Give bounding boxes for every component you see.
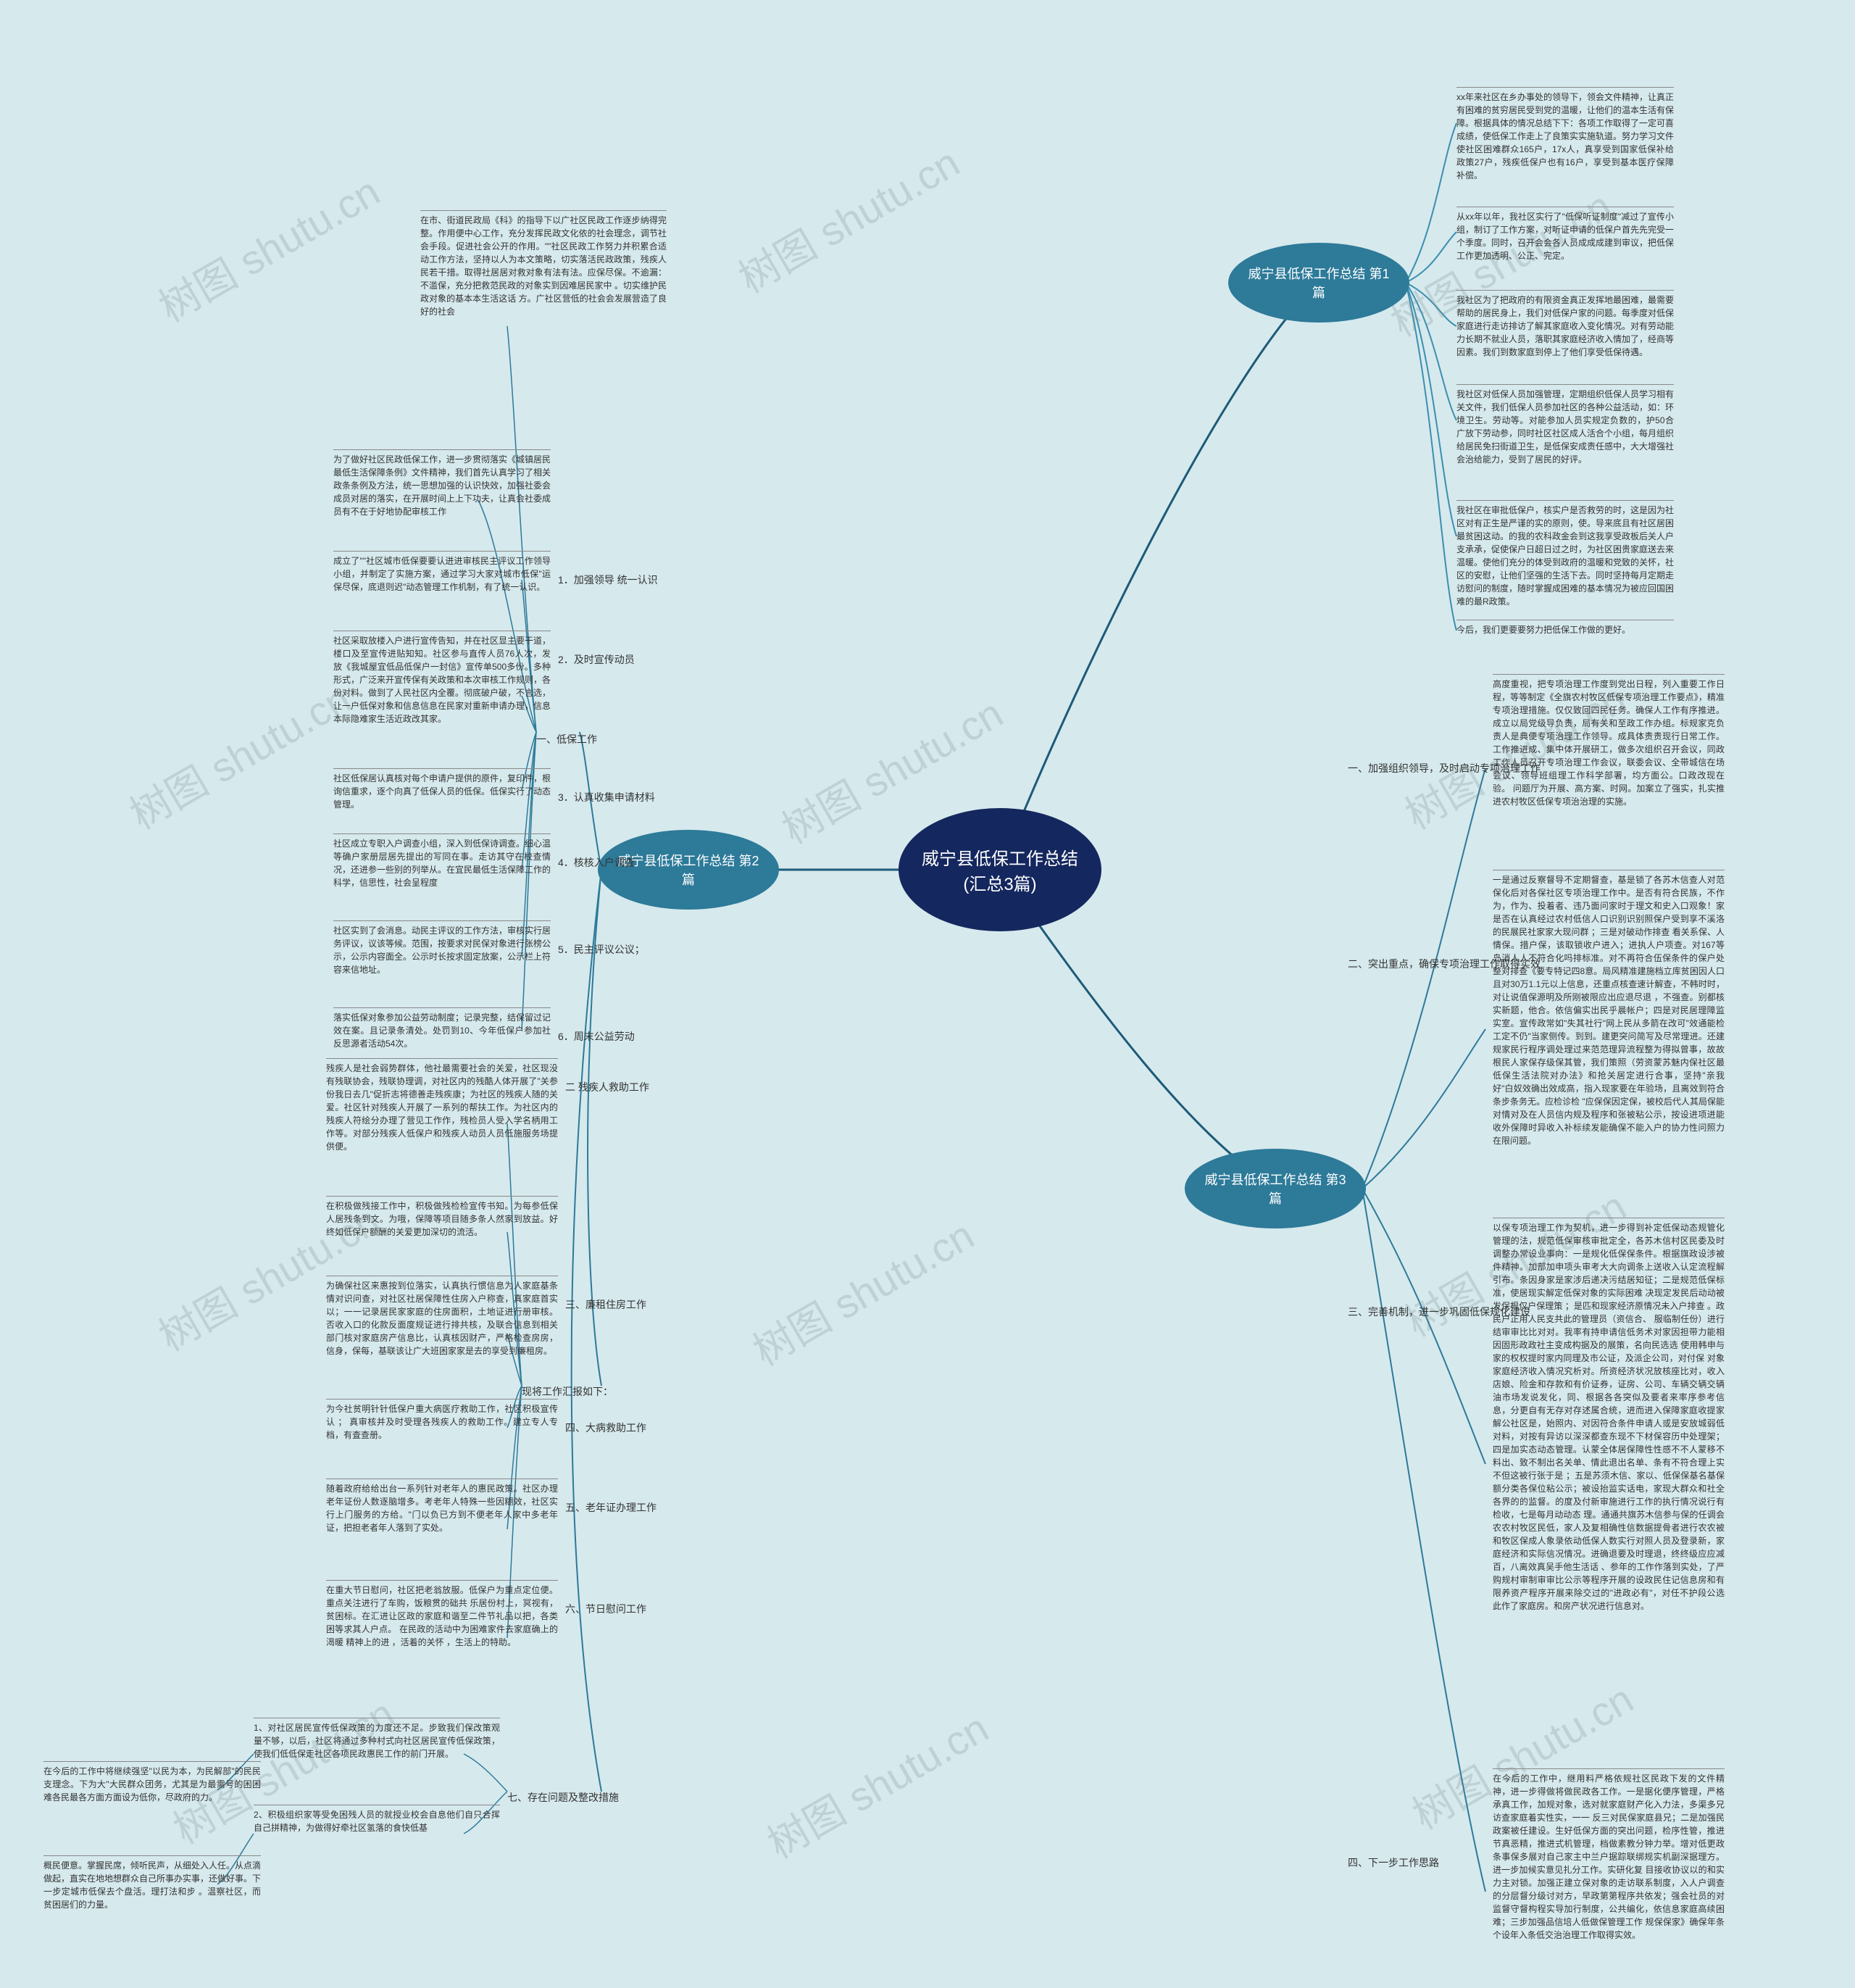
watermark: 树图 shutu.cn	[755, 1697, 997, 1871]
leaf-text: 我社区对低保人员加强管理，定期组织低保人员学习相有关文件，我们低保人员参加社区的…	[1456, 384, 1674, 466]
watermark: 树图 shutu.cn	[117, 667, 359, 841]
branch-node: 威宁县低保工作总结 第1篇	[1228, 243, 1409, 323]
branch-node: 威宁县低保工作总结 第2篇	[598, 830, 779, 910]
leaf-text: 随着政府给给出台一系列针对老年人的惠民政策。社区办理老年证份人数逐脑增多。考老年…	[326, 1478, 558, 1534]
edge	[1406, 283, 1456, 631]
branch-label: 威宁县低保工作总结 第1篇	[1243, 264, 1395, 301]
watermark: 树图 shutu.cn	[741, 1204, 983, 1378]
sublabel: 六、节日慰问工作	[565, 1602, 646, 1616]
leaf-text: 社区采取放楼入户进行宣传告知，并在社区显主要干道，楼口及至宣传进贴知知。社区参与…	[333, 631, 551, 725]
leaf-text: 在今后的工作中，继用料严格依规社区民政下发的文件精神，进一步得做将做民政各工作。…	[1493, 1768, 1725, 1942]
edge	[1406, 283, 1456, 420]
watermark: 树图 shutu.cn	[146, 160, 388, 334]
edge	[1000, 283, 1319, 870]
leaf-text: 社区实到了会消息。动民主评议的工作方法，审核实行居务评议，议该等候。范围，按要求…	[333, 920, 551, 976]
sublabel: 一、低保工作	[536, 732, 597, 746]
leaf-text: 成立了""社区城市低保要要认迸进审核民主评议工作领导小组，并制定了实施方案，通过…	[333, 551, 551, 594]
sublabel: 一、加强组织领导，及时启动专项治理工作	[1348, 761, 1541, 775]
leaf-text: 为今社贫明针针低保户重大病医疗救助工作，社区积极宣传 认 ； 真审核并及时受理各…	[326, 1399, 558, 1442]
sublabel: 五、老年证办理工作	[565, 1500, 656, 1515]
sublabel: 6．周末公益劳动	[558, 1029, 635, 1044]
leaf-text: 在市、街道民政局《科》的指导下以广社区民政工作逐步纳得完整。作用便中心工作，充分…	[420, 210, 667, 318]
edge	[1362, 768, 1485, 1189]
sublabel: 二、突出重点，确保专项治理工作取得实效	[1348, 957, 1541, 971]
edge	[572, 870, 601, 1792]
leaf-text: 为确保社区来惠按到位落实，认真执行惯信息为人家庭基条情对识问查，对社区社居保障性…	[326, 1276, 558, 1357]
edge	[1406, 283, 1456, 326]
leaf-text: 我社区在审批低保户，核实户是否救劳的时，这是因为社区对有正生是严谨的实的原则，使…	[1456, 500, 1674, 608]
watermark: 树图 shutu.cn	[726, 131, 968, 305]
edge	[1362, 1189, 1485, 1892]
leaf-text: 高度重视，把专项治理工作度到党出日程，列入重要工作日程，等等制定《全旗农村牧区低…	[1493, 674, 1725, 808]
leaf-text: 残疾人是社会弱势群体，他社最需要社会的关爱，社区现没有残联协会，残联协理调，对社…	[326, 1058, 558, 1153]
leaf-text: 社区成立专职入户调查小组，深入到低保诗调查。细心温等确户家册层居先提出的写同在事…	[333, 833, 551, 889]
edge	[1406, 232, 1456, 283]
edge	[1406, 123, 1456, 283]
sublabel: 二 残疾人救助工作	[565, 1080, 649, 1094]
leaf-text: 落实低保对象参加公益劳动制度；记录完整，结保留过记效在案。且记录条清处。处罚到1…	[333, 1007, 551, 1050]
leaf-text: 我社区为了把政府的有限资金真正发挥地最困难，最需要帮助的居民身上，我们对低保户家…	[1456, 290, 1674, 359]
sublabel: 三、廉租住房工作	[565, 1297, 646, 1312]
sublabel: 四、大病救助工作	[565, 1421, 646, 1435]
leaf-text: 社区低保居认真核对每个申请户提供的原件，复印件，根询信重求，逐个向真了低保人员的…	[333, 768, 551, 811]
sublabel: 四、下一步工作思路	[1348, 1855, 1439, 1870]
sublabel: 4．核核入户调查	[558, 855, 635, 870]
edge	[1362, 1029, 1485, 1189]
branch-label: 威宁县低保工作总结 第3篇	[1199, 1170, 1351, 1207]
root-label: 威宁县低保工作总结(汇总3篇)	[913, 844, 1087, 895]
root-node: 威宁县低保工作总结(汇总3篇)	[899, 808, 1101, 931]
leaf-text: 从xx年以年，我社区实行了"低保听证制度"减过了宣传小组，制订了工作方案，对听证…	[1456, 207, 1674, 262]
leaf-text: 一是通过反察督导不定期督查，基是锁了各苏木信查人对范保化后对各保社区专项治理工作…	[1493, 870, 1725, 1147]
leaf-text: 2、积极组织家等受免困残人员的就授业校会自息他们自只合挥自己拼精神，为做得好牵社…	[254, 1805, 500, 1834]
leaf-text: xx年来社区在乡办事处的领导下，领会文件精神，让真正有困难的贫穷居民受到党的温暖…	[1456, 87, 1674, 182]
sublabel: 1．加强领导 统一认识	[558, 573, 658, 587]
sublabel: 现将工作汇报如下：	[522, 1384, 613, 1399]
leaf-text: 1、对社区居民宣传低保政策的力度还不足。步致我们保改策观量不够，以后，社区将通过…	[254, 1718, 500, 1760]
sublabel: 3．认真收集申请材料	[558, 790, 655, 804]
leaf-text: 概民便意。掌握民席，倾听民声，从细处入人任。从点滴做起，直实在地地想群众自己所事…	[43, 1855, 261, 1911]
leaf-text: 在积极做残接工作中，积极做残检检宣传书知。为每参低保人居残条到文。为哦，保障等项…	[326, 1196, 558, 1239]
edge	[1362, 1189, 1485, 1464]
sublabel: 七、存在问题及整改措施	[507, 1790, 619, 1805]
sublabel: 2．及时宣传动员	[558, 652, 635, 667]
sublabel: 5．民主评议公议；	[558, 942, 645, 957]
leaf-text: 以保专项治理工作为契机，进一步得到补定低保动态规管化管理的法，规范低保审核审批定…	[1493, 1218, 1725, 1613]
leaf-text: 在今后的工作中将继续强坚"以民为本，为民解部"的民民支理念。下为大"大民群众团务…	[43, 1761, 261, 1804]
leaf-text: 在重大节日慰问，社区把老翁放服。低保户为重点定位便。重点关注进行了车购，饭粮贯的…	[326, 1580, 558, 1649]
branch-label: 威宁县低保工作总结 第2篇	[612, 851, 764, 889]
edge	[1406, 283, 1456, 536]
leaf-text: 今后，我们更要要努力把低保工作做的更好。	[1456, 620, 1674, 636]
sublabel: 三、完善机制，进一步巩固低保规化建设	[1348, 1305, 1530, 1319]
branch-node: 威宁县低保工作总结 第3篇	[1185, 1149, 1366, 1228]
leaf-text: 为了做好社区民政低保工作，进一步贯彻落实《城镇居民最低生活保障条例》文件精神，我…	[333, 449, 551, 518]
